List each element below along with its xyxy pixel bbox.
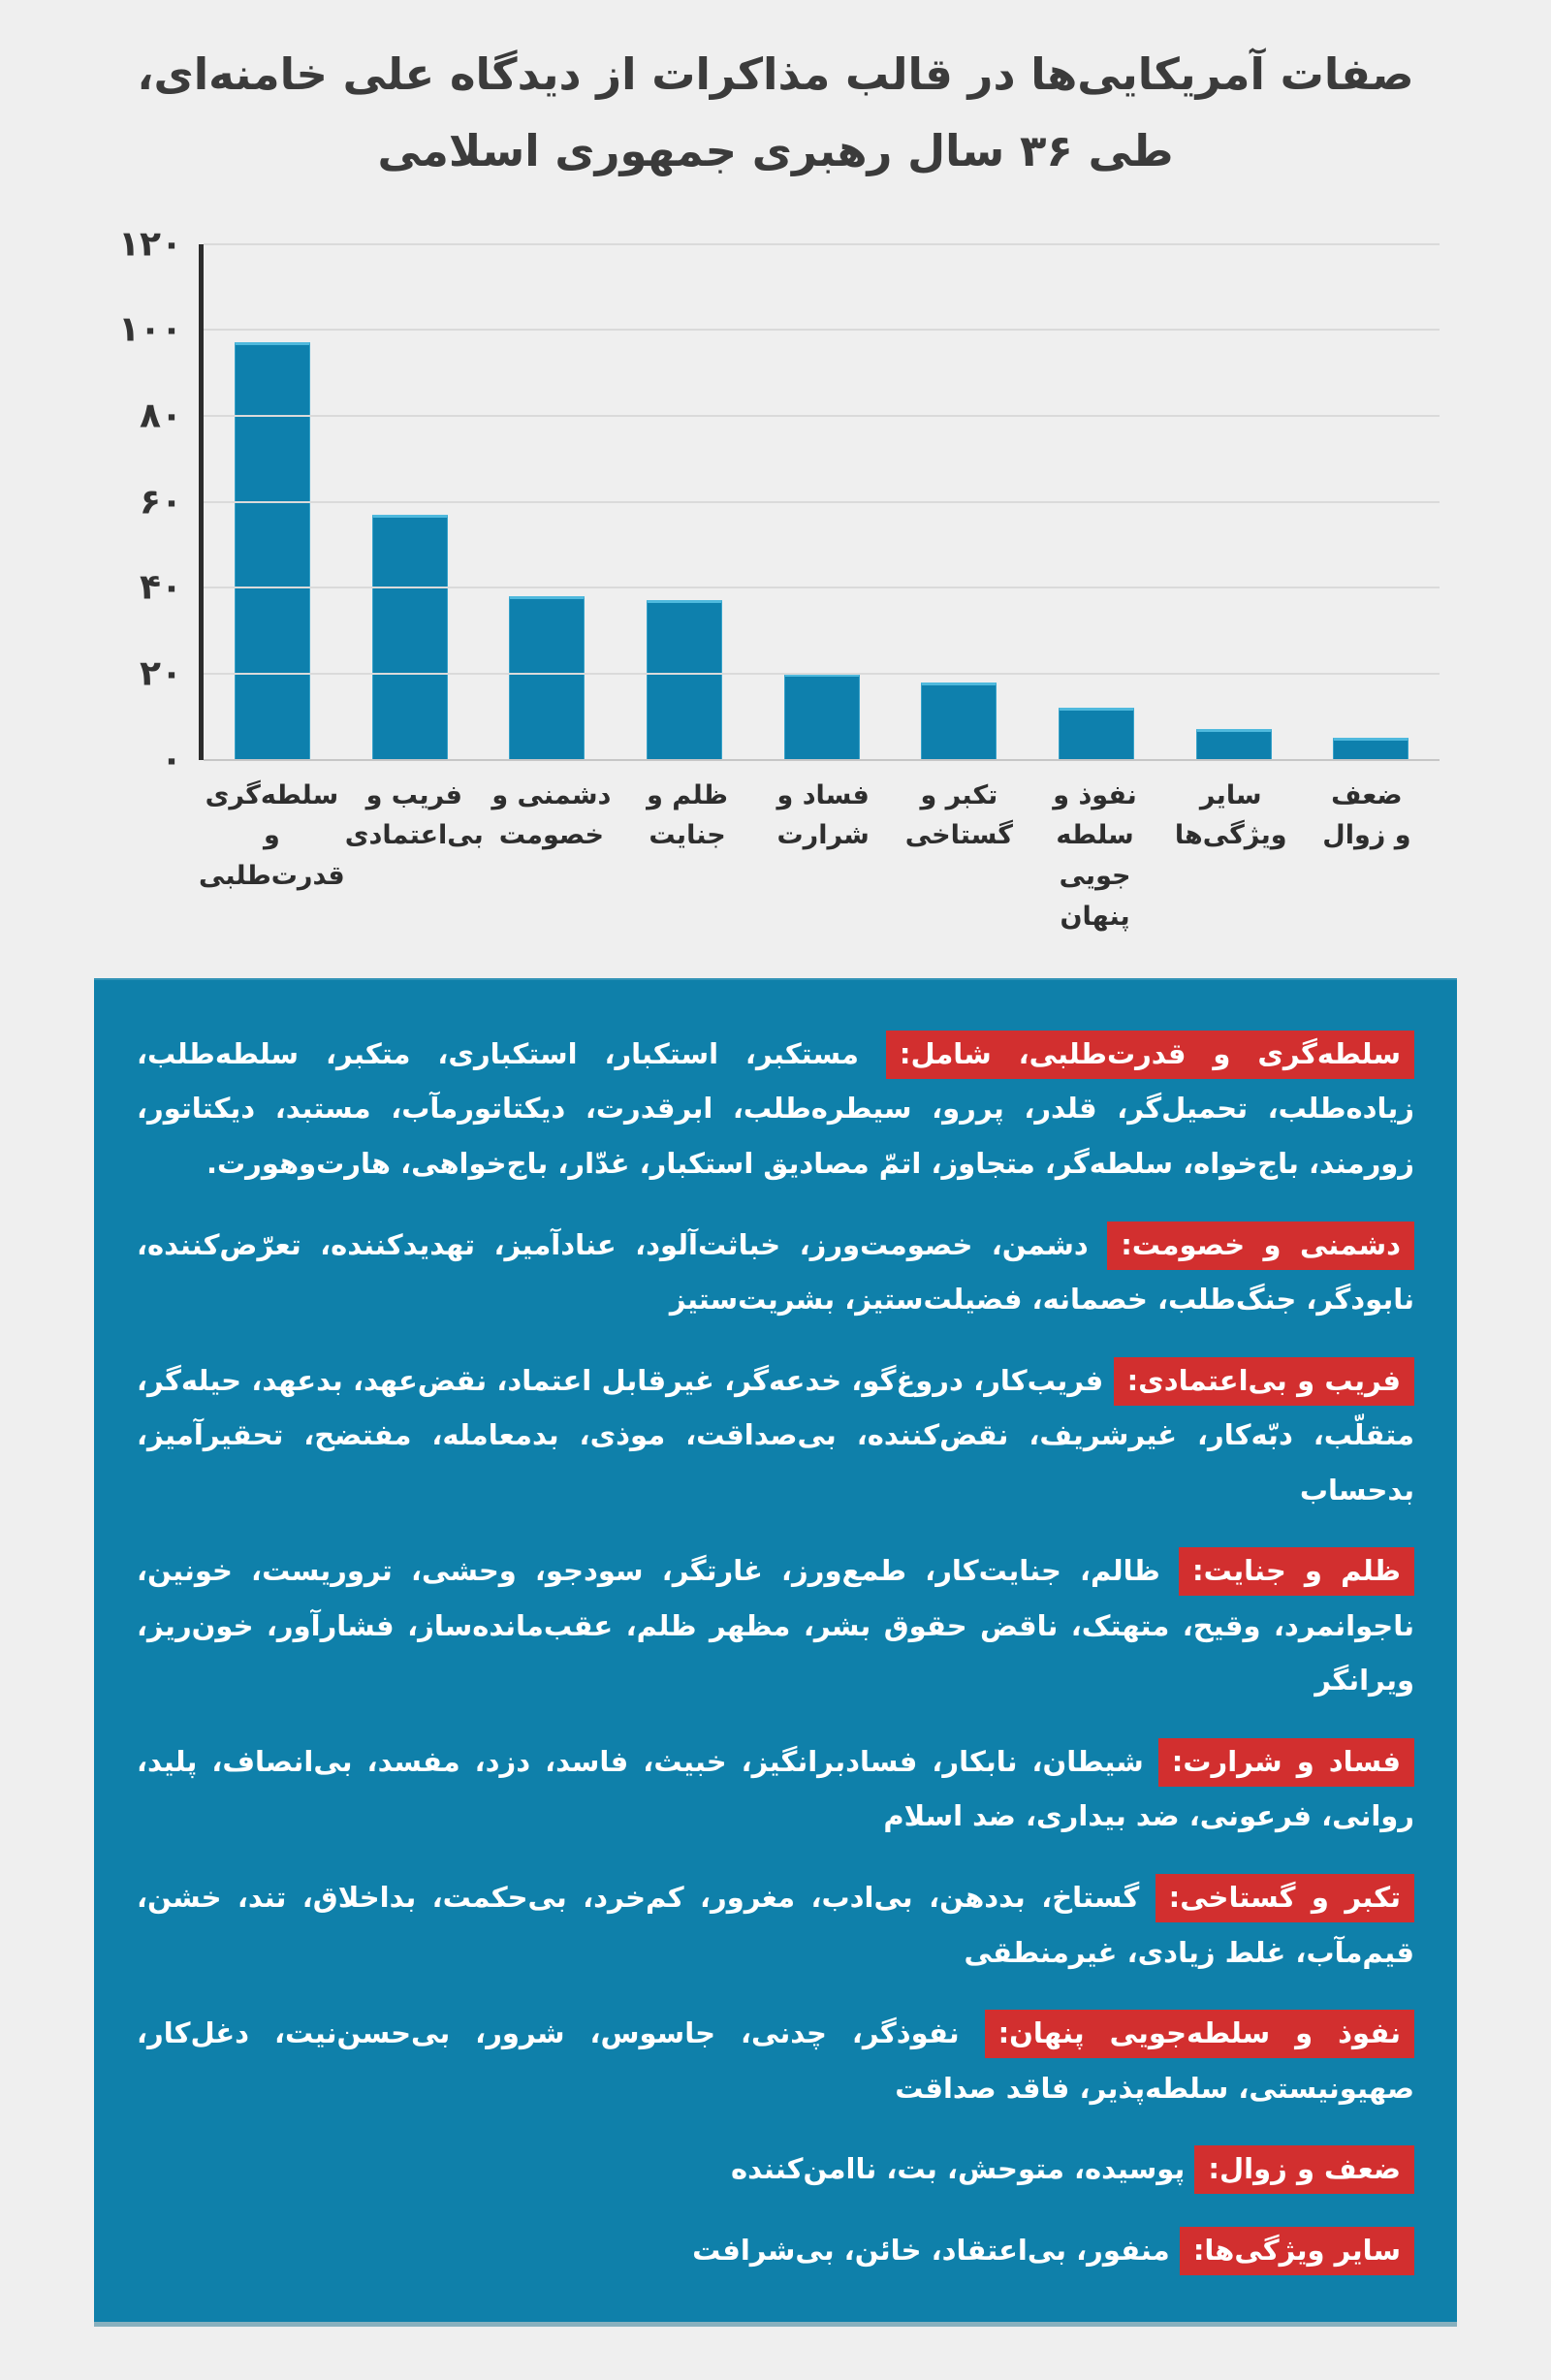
- bar: [783, 673, 860, 760]
- legend-entry: ظلم و جنایت: ظالم، جنایت‌کار، طمع‌ورز، غ…: [137, 1543, 1414, 1708]
- x-tick-label: تکبر و گستاخی: [891, 776, 1027, 937]
- y-tick-label: ۴۰: [140, 567, 182, 608]
- legend-entry: دشمنی و خصومت: دشمن، خصومت‌ورز، خباثت‌آل…: [137, 1218, 1414, 1327]
- y-tick-label: ۱۰۰: [118, 309, 182, 350]
- legend-category-words: مستکبر، استکبار، استکباری، متکبر، سلطه‌ط…: [137, 1036, 1414, 1180]
- x-tick-label-line: دشمنی و: [491, 779, 612, 810]
- gridline: [204, 329, 1440, 332]
- legend-category-words: شیطان، نابکار، فسادبرانگیز، خبیث، فاسد، …: [137, 1744, 1414, 1833]
- bar: [1195, 729, 1272, 760]
- x-tick-label-line: ظلم و: [647, 779, 728, 810]
- bar-chart: ۰ ۲۰ ۴۰ ۶۰ ۸۰ ۱۰۰ ۱۲۰ سلطه‌گری و قدرت‌طلبی فریب …: [0, 224, 1551, 937]
- bar: [1333, 738, 1409, 760]
- x-tick-label: نفوذ و سلطه جویی پنهان: [1027, 776, 1162, 937]
- legend-category-label: نفوذ و سلطه‌جویی پنهان:: [984, 2010, 1414, 2059]
- legend-category-words: پوسیده، متوحش، بت، ناامن‌کننده: [731, 2152, 1195, 2186]
- x-axis-labels: سلطه‌گری و قدرت‌طلبی فریب و بی‌اعتمادی دشمنی…: [199, 776, 1435, 937]
- x-tick-label-line: بی‌اعتمادی: [344, 820, 484, 851]
- bar: [646, 600, 722, 760]
- gridline: [204, 672, 1440, 675]
- legend-entry: سایر ویژگی‌ها: منفور، بی‌اعتقاد، خائن، ب…: [137, 2223, 1414, 2278]
- bar-slot: [204, 244, 341, 760]
- legend-category-label: سلطه‌گری و قدرت‌طلبی، شامل:: [885, 1030, 1414, 1079]
- gridline: [204, 500, 1440, 503]
- y-tick-label: ۰: [161, 740, 182, 779]
- bar: [921, 682, 997, 760]
- legend-category-words: ظالم، جنایت‌کار، طمع‌ورز، غارتگر، سودجو،…: [137, 1554, 1414, 1698]
- legend-category-label: تکبر و گستاخی:: [1155, 1873, 1414, 1922]
- legend-entry: فساد و شرارت: شیطان، نابکار، فسادبرانگیز…: [137, 1734, 1414, 1844]
- bar-slot: [753, 244, 891, 760]
- plot-area: ۰ ۲۰ ۴۰ ۶۰ ۸۰ ۱۰۰ ۱۲۰: [118, 224, 1440, 779]
- y-tick-label: ۸۰: [140, 396, 182, 436]
- page-title: صفات آمریکایی‌ها در قالب مذاکرات از دیدگ…: [39, 37, 1512, 190]
- bar-slot: [1302, 244, 1440, 760]
- legend-category-words: دشمن، خصومت‌ورز، خباثت‌آلود، عنادآمیز، ت…: [137, 1227, 1414, 1317]
- bar-slot: [890, 244, 1028, 760]
- bar-slot: [1028, 244, 1165, 760]
- x-tick-label: سلطه‌گری و قدرت‌طلبی: [199, 776, 345, 937]
- x-tick-label-line: و زوال: [1322, 820, 1411, 851]
- page-title-line1: صفات آمریکایی‌ها در قالب مذاکرات از دیدگ…: [137, 48, 1414, 100]
- legend-entry: تکبر و گستاخی: گستاخ، بددهن، بی‌ادب، مغر…: [137, 1870, 1414, 1980]
- x-tick-label-line: شرارت: [776, 820, 870, 851]
- x-tick-label: فساد و شرارت: [755, 776, 891, 937]
- bar: [371, 514, 448, 760]
- x-tick-label: دشمنی و خصومت: [484, 776, 619, 937]
- bars-container: [204, 244, 1440, 760]
- x-tick-label-line: نفوذ و سلطه: [1053, 779, 1137, 851]
- x-tick-label-line: جنایت: [649, 820, 726, 851]
- x-tick-label-line: سایر: [1199, 779, 1262, 810]
- x-tick-label-line: فریب و: [365, 779, 462, 810]
- bar-slot: [341, 244, 479, 760]
- x-tick-label-line: فساد و: [776, 779, 870, 810]
- x-tick-label-line: قدرت‌طلبی: [199, 861, 345, 892]
- legend-entry: سلطه‌گری و قدرت‌طلبی، شامل: مستکبر، استک…: [137, 1027, 1414, 1191]
- bar-slot: [478, 244, 616, 760]
- y-tick-label: ۱۲۰: [118, 224, 182, 264]
- x-tick-label-line: ویژگی‌ها: [1174, 820, 1287, 851]
- y-tick-label: ۲۰: [140, 653, 182, 694]
- x-tick-label: ظلم و جنایت: [619, 776, 755, 937]
- bar-slot: [616, 244, 753, 760]
- x-tick-label-line: تکبر و: [920, 779, 998, 810]
- x-tick-label-line: خصومت: [498, 820, 604, 851]
- x-tick-label-line: سلطه‌گری و: [205, 779, 339, 851]
- page-title-line2: طی ۳۶ سال رهبری جمهوری اسلامی: [377, 124, 1174, 176]
- legend-category-label: دشمنی و خصومت:: [1107, 1221, 1414, 1270]
- x-tick-label: فریب و بی‌اعتمادی: [345, 776, 484, 937]
- legend-category-label: ظلم و جنایت:: [1178, 1547, 1414, 1597]
- legend-category-words: منفور، بی‌اعتقاد، خائن، بی‌شرافت: [692, 2233, 1180, 2267]
- legend-category-words: گستاخ، بددهن، بی‌ادب، مغرور، کم‌خرد، بی‌…: [137, 1880, 1414, 1969]
- bar: [509, 596, 586, 760]
- legend-category-label: سایر ویژگی‌ها:: [1179, 2226, 1414, 2275]
- y-tick-label: ۶۰: [140, 482, 182, 522]
- legend-entry: نفوذ و سلطه‌جویی پنهان: نفوذگر، چدنی، جا…: [137, 2006, 1414, 2115]
- bar-slot: [1165, 244, 1303, 760]
- legend-category-label: ضعف و زوال:: [1194, 2145, 1414, 2195]
- gridline: [204, 414, 1440, 417]
- x-tick-label: ضعف و زوال: [1299, 776, 1435, 937]
- bar: [1058, 708, 1134, 760]
- infographic: صفات آمریکایی‌ها در قالب مذاکرات از دیدگ…: [0, 37, 1551, 2323]
- gridline: [204, 758, 1440, 761]
- gridline: [204, 587, 1440, 589]
- legend-category-label: فساد و شرارت:: [1157, 1737, 1414, 1787]
- x-tick-label-line: ضعف: [1331, 779, 1403, 810]
- gridline: [204, 242, 1440, 245]
- legend-entry: ضعف و زوال: پوسیده، متوحش، بت، ناامن‌کنن…: [137, 2142, 1414, 2197]
- x-tick-label-line: گستاخی: [904, 820, 1013, 851]
- bar: [234, 342, 310, 760]
- legend-entry: فریب و بی‌اعتمادی: فریب‌کار، دروغ‌گو، خد…: [137, 1353, 1415, 1518]
- legend-category-words: نفوذگر، چدنی، جاسوس، شرور، بی‌حسن‌نیت، د…: [137, 2016, 1414, 2105]
- x-tick-label: سایر ویژگی‌ها: [1163, 776, 1299, 937]
- legend-panel: سلطه‌گری و قدرت‌طلبی، شامل: مستکبر، استک…: [94, 977, 1457, 2323]
- legend-category-words: فریب‌کار، دروغ‌گو، خدعه‌گر، غیرقابل اعتم…: [137, 1363, 1414, 1507]
- legend-category-label: فریب و بی‌اعتمادی:: [1113, 1356, 1415, 1406]
- x-tick-label-line: جویی پنهان: [1059, 861, 1131, 933]
